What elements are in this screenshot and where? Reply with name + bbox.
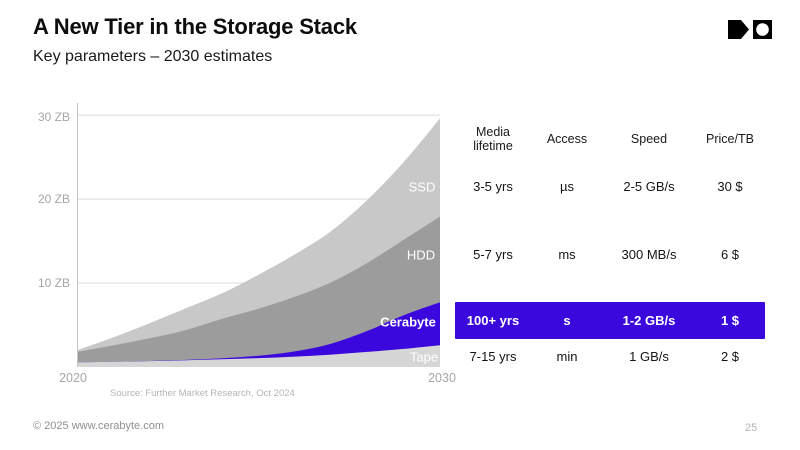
cerabyte-media-lifetime: 100+ yrs	[466, 313, 520, 328]
x-axis-tick-2030: 2030	[428, 371, 456, 385]
column-header-price-tb: Price/TB	[706, 131, 754, 146]
table-row-tape: 7-15 yrs min 1 GB/s 2 $	[455, 343, 765, 369]
tape-speed: 1 GB/s	[629, 348, 669, 364]
area-label-ssd: SSD	[408, 179, 436, 195]
x-axis-tick-2020: 2020	[59, 371, 87, 385]
hdd-speed: 300 MB/s	[621, 246, 677, 262]
area-label-tape: Tape	[409, 349, 439, 365]
y-axis-tick-10zb: 10 ZB	[37, 276, 70, 290]
cerabyte-logo-icon	[728, 20, 772, 39]
cerabyte-speed: 1-2 GB/s	[622, 313, 676, 328]
hdd-price: 6 $	[720, 246, 740, 262]
table-header-row: Media lifetime Access Speed Price/TB	[455, 118, 765, 160]
ssd-price: 30 $	[717, 178, 743, 194]
table-row-cerabyte-highlighted: 100+ yrs s 1-2 GB/s 1 $	[455, 302, 765, 339]
y-axis-tick-30zb: 30 ZB	[37, 110, 70, 124]
cerabyte-access: s	[563, 313, 571, 328]
column-header-speed: Speed	[630, 131, 668, 146]
tape-access: min	[556, 348, 578, 364]
stacked-area-chart: SSD HDD Cerabyte Tape	[77, 103, 440, 368]
table-row-hdd: 5-7 yrs ms 300 MB/s 6 $	[455, 241, 765, 267]
tape-media-lifetime: 7-15 yrs	[469, 348, 517, 364]
slide-title: A New Tier in the Storage Stack	[33, 14, 357, 39]
ssd-speed: 2-5 GB/s	[623, 178, 675, 194]
area-label-hdd: HDD	[406, 247, 436, 263]
cerabyte-price: 1 $	[720, 313, 740, 328]
hdd-media-lifetime: 5-7 yrs	[473, 246, 513, 262]
page-number: 25	[745, 422, 758, 434]
ssd-media-lifetime: 3-5 yrs	[473, 178, 513, 194]
y-axis-tick-20zb: 20 ZB	[37, 192, 70, 206]
hdd-access: ms	[558, 246, 576, 262]
parameters-table: Media lifetime Access Speed Price/TB 3-5…	[455, 118, 765, 380]
ssd-access: µs	[560, 178, 574, 194]
slide-subtitle: Key parameters – 2030 estimates	[33, 48, 273, 65]
source-note: Source: Further Market Research, Oct 202…	[110, 388, 295, 399]
column-header-access: Access	[546, 131, 588, 146]
table-row-ssd: 3-5 yrs µs 2-5 GB/s 30 $	[455, 173, 765, 199]
chart-plot-area	[77, 103, 440, 368]
column-header-media-lifetime: Media lifetime	[473, 124, 513, 153]
copyright-text: © 2025 www.cerabyte.com	[33, 420, 164, 432]
area-label-cerabyte: Cerabyte	[380, 314, 436, 330]
tape-price: 2 $	[720, 348, 740, 364]
